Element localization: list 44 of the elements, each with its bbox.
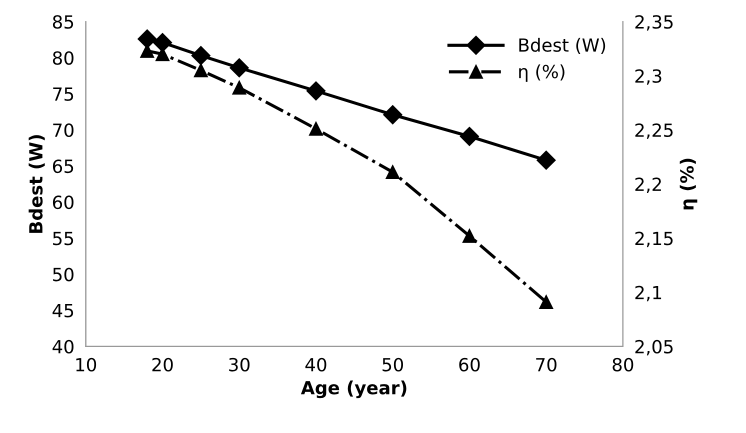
point: [539, 295, 554, 309]
y2-axis-title: η (%): [680, 158, 698, 210]
point: [232, 80, 246, 95]
y-tick-label: 55: [53, 232, 74, 246]
point: [462, 229, 476, 243]
x-tick-label: 40: [305, 358, 326, 372]
point: [138, 29, 157, 49]
y2-tick-label: 2,1: [635, 286, 662, 302]
y-axis-title: Bdest (W): [28, 135, 45, 233]
y2-tick-label: 2,35: [635, 15, 673, 31]
point: [460, 126, 479, 146]
x-tick-label: 20: [152, 358, 173, 372]
x-tick-label: 50: [382, 358, 404, 372]
point: [536, 150, 556, 170]
point: [152, 33, 172, 52]
point: [191, 46, 210, 66]
y-tick-label: 85: [52, 15, 74, 29]
x-tick-label: 10: [76, 358, 96, 372]
y2-tick-label: 2,05: [635, 340, 673, 356]
point: [194, 63, 208, 78]
point: [230, 58, 249, 78]
x-tick-label: 80: [612, 358, 634, 372]
y-tick-label: 50: [53, 268, 74, 282]
point: [383, 105, 402, 124]
y-tick-label: 65: [52, 159, 74, 174]
x-tick-label: 70: [536, 358, 556, 372]
point: [306, 81, 326, 100]
y2-tick-label: 2,2: [635, 177, 661, 193]
x-axis-title: Age (year): [300, 380, 406, 398]
y2-tick-label: 2,25: [635, 123, 673, 139]
y-tick-label: 60: [52, 196, 74, 210]
y-tick-label: 80: [52, 51, 74, 65]
y-tick-label: 40: [52, 340, 74, 354]
y-tick-label: 75: [53, 88, 74, 101]
point: [309, 122, 323, 136]
legend-label: Bdest (W): [519, 38, 606, 54]
y-tick-label: 70: [53, 123, 74, 138]
y2-tick-label: 2,15: [635, 232, 673, 248]
y2-tick-label: 2,3: [635, 69, 662, 85]
legend-label: η (%): [519, 64, 564, 82]
x-tick-label: 60: [459, 358, 480, 372]
point: [386, 165, 400, 180]
y-tick-label: 45: [52, 304, 74, 318]
x-tick-label: 30: [229, 358, 250, 372]
